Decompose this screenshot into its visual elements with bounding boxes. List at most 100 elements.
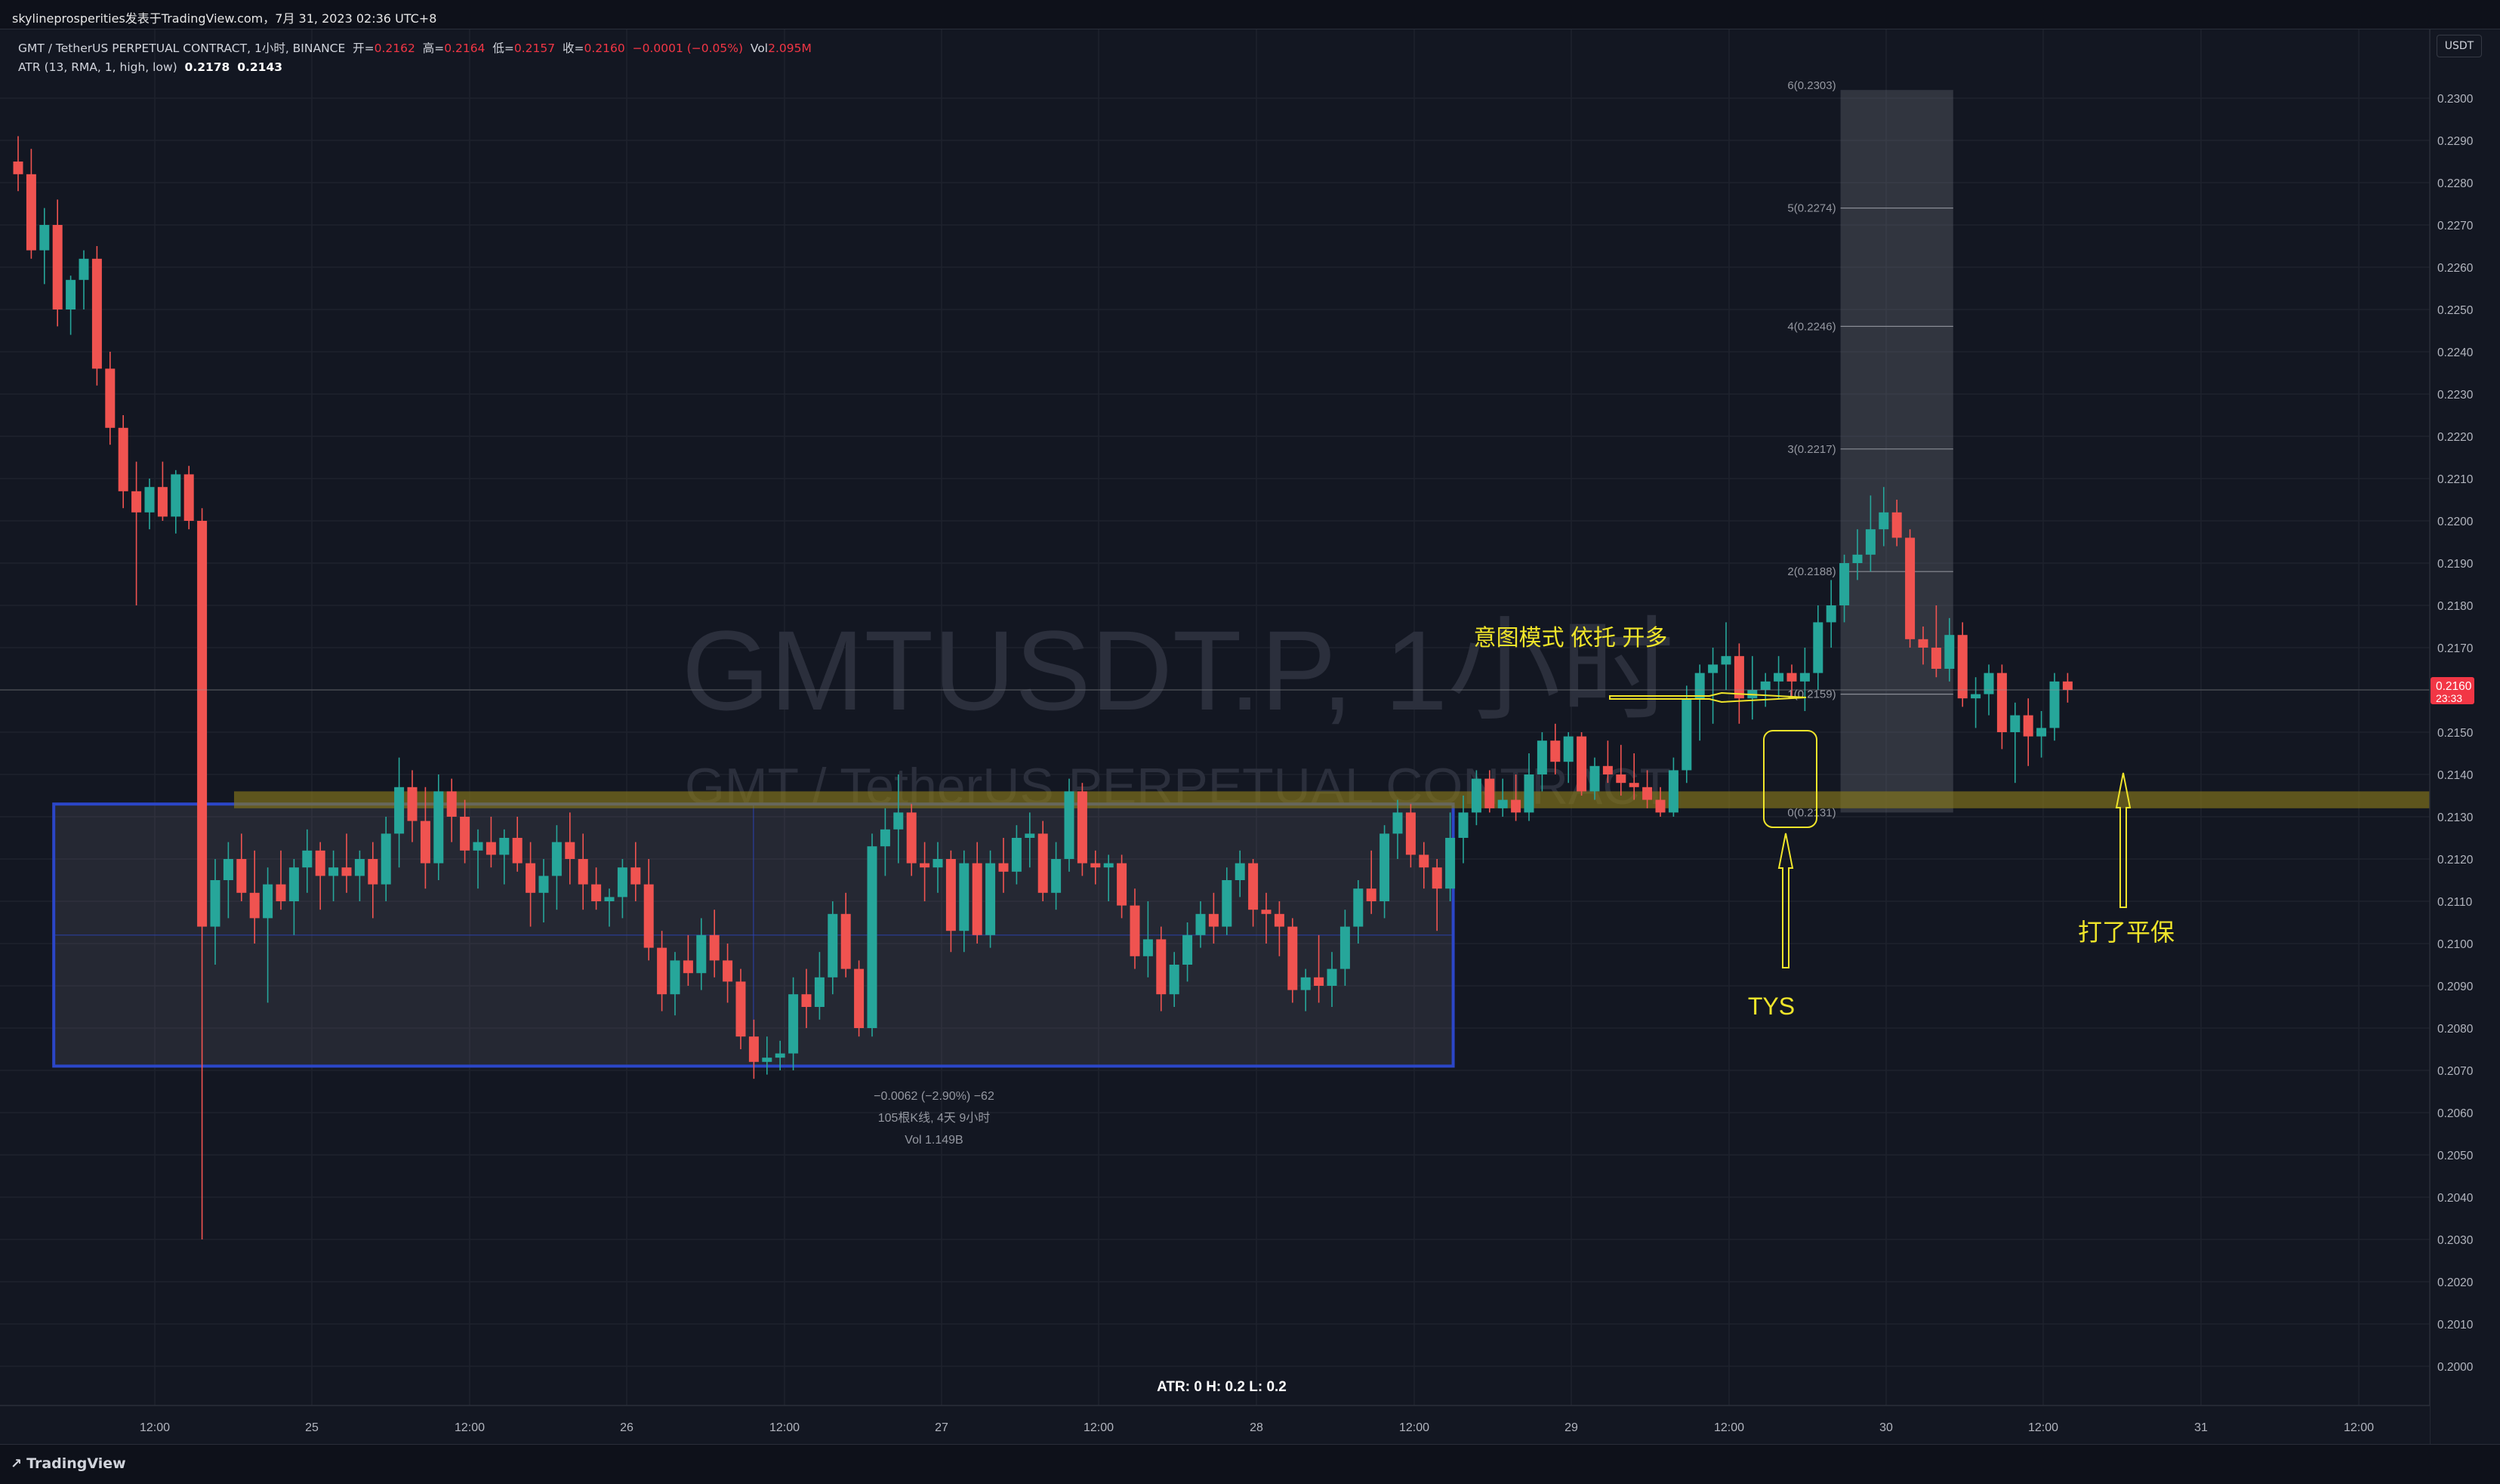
support-zone[interactable] [234,791,2430,808]
candle[interactable] [1235,850,1245,897]
candle[interactable] [394,757,405,868]
candle[interactable] [341,833,352,893]
candle[interactable] [828,901,838,995]
candle[interactable] [1971,677,1981,728]
candle[interactable] [1392,799,1403,859]
candle[interactable] [1721,622,1731,690]
candle[interactable] [79,250,89,309]
candle[interactable] [368,842,378,919]
candle[interactable] [840,892,851,978]
candle[interactable] [643,859,654,961]
candle[interactable] [1182,922,1193,982]
candle[interactable] [1248,859,1259,927]
candle[interactable] [1839,554,1850,623]
candle[interactable] [1025,812,1035,868]
candle[interactable] [433,774,444,880]
candle[interactable] [1865,495,1876,572]
candle[interactable] [1222,867,1232,935]
candle[interactable] [1011,825,1022,885]
candle[interactable] [1918,627,1928,665]
candle[interactable] [1064,778,1074,872]
candle[interactable] [972,842,982,944]
candle[interactable] [723,944,733,1003]
candle[interactable] [1682,685,1692,784]
currency-button[interactable]: USDT [2437,35,2482,57]
candle[interactable] [499,829,510,885]
candle[interactable] [1117,854,1127,919]
candle[interactable] [2023,698,2033,766]
candle[interactable] [1537,732,1547,792]
candle[interactable] [1642,770,1653,808]
candle[interactable] [512,817,523,872]
candle[interactable] [526,842,536,927]
candle[interactable] [1484,770,1495,813]
candle[interactable] [1629,753,1639,800]
candle[interactable] [1734,643,1744,724]
candle[interactable] [91,246,102,386]
candle[interactable] [1879,487,1889,546]
candle[interactable] [1445,812,1456,901]
candle[interactable] [1550,723,1561,774]
candle[interactable] [2010,702,2021,784]
candle[interactable] [1037,821,1048,901]
candle[interactable] [538,859,549,922]
candle[interactable] [420,787,430,889]
candle[interactable] [13,136,23,192]
candle[interactable] [2049,673,2060,741]
candle[interactable] [1708,648,1719,724]
candle[interactable] [1169,952,1179,1007]
candle[interactable] [1786,664,1797,699]
candle[interactable] [696,918,707,990]
candle[interactable] [604,888,615,927]
symbol-legend[interactable]: GMT / TetherUS PERPETUAL CONTRACT, 1小时, … [18,39,812,56]
tradingview-logo[interactable]: ↗ TradingView [11,1455,126,1472]
candle[interactable] [2062,673,2073,703]
candle[interactable] [1051,842,1062,910]
candle[interactable] [1944,617,1955,682]
candle[interactable] [1314,934,1324,1003]
candle[interactable] [1077,783,1087,876]
candle[interactable] [959,850,969,953]
candle[interactable] [1957,622,1968,707]
candle[interactable] [236,833,247,901]
candle[interactable] [171,470,181,534]
candle[interactable] [39,208,50,285]
candle[interactable] [1813,605,1823,690]
candle[interactable] [801,968,812,1028]
candle[interactable] [1931,605,1941,678]
candle[interactable] [223,842,233,919]
candle[interactable] [486,817,496,868]
candle[interactable] [617,859,627,919]
candle[interactable] [657,931,667,1011]
candle[interactable] [1891,500,1902,546]
candle[interactable] [131,461,142,605]
candle[interactable] [249,850,260,944]
candle[interactable] [1577,732,1587,796]
candle[interactable] [1602,740,1613,784]
candle[interactable] [354,850,365,901]
candle[interactable] [1668,757,1678,817]
candle[interactable] [1261,892,1272,944]
candle[interactable] [66,276,76,335]
candle[interactable] [1432,859,1442,931]
candle[interactable] [2036,711,2047,758]
candle[interactable] [105,352,116,445]
candle[interactable] [630,842,641,901]
candle[interactable] [473,829,483,889]
candle[interactable] [288,859,299,935]
candle[interactable] [578,833,588,910]
candle[interactable] [197,508,208,1239]
candle[interactable] [328,850,339,901]
candle[interactable] [1130,888,1140,969]
candle[interactable] [144,479,155,530]
candle[interactable] [315,842,325,910]
candle[interactable] [1694,664,1705,741]
candle[interactable] [880,808,890,876]
candle[interactable] [762,1036,772,1075]
candle[interactable] [1142,901,1153,978]
candle[interactable] [775,1040,785,1070]
candle[interactable] [1156,926,1167,1011]
time-axis[interactable]: 12:00 25 12:00 26 12:00 27 12:00 28 12:00 29 12:00… [0,1405,2430,1444]
candle[interactable] [945,850,956,953]
candle[interactable] [1353,880,1364,944]
